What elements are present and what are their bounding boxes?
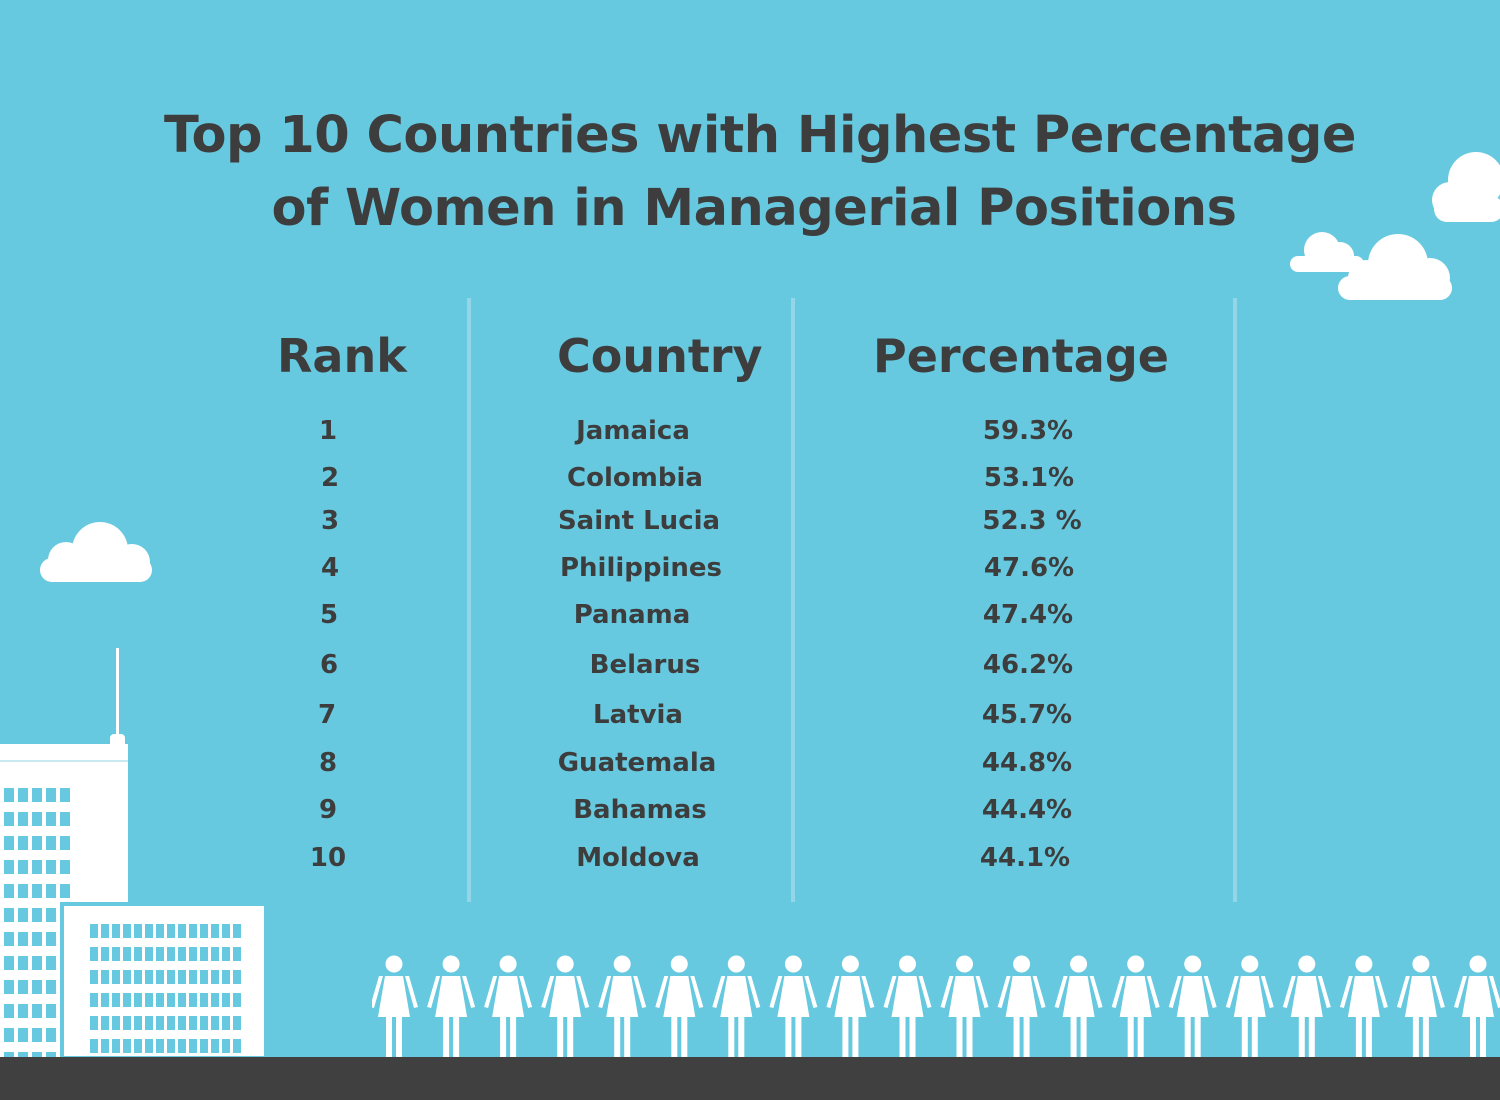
column-header-percentage: Percentage (873, 329, 1169, 383)
rank-cell: 5 (319, 600, 339, 630)
cloud-icon (1432, 152, 1500, 222)
rank-cell: 7 (317, 700, 337, 730)
woman-figure-icon (1454, 955, 1500, 1057)
woman-figure-icon (1396, 955, 1445, 1057)
woman-figure-icon (1168, 955, 1217, 1057)
percentage-cell: 45.7% (981, 700, 1073, 730)
country-cell: Jamaica (576, 416, 690, 446)
chart-title-line-1: Top 10 Countries with Highest Percentage (163, 106, 1357, 165)
cloud-icon (1290, 232, 1364, 272)
woman-figure-icon (940, 955, 989, 1057)
percentage-cell: 46.2% (982, 650, 1074, 680)
woman-figure-icon (541, 955, 590, 1057)
country-cell: Philippines (559, 553, 723, 583)
cloud-icon (40, 522, 152, 582)
woman-figure-icon (997, 955, 1046, 1057)
column-divider (467, 298, 471, 902)
country-cell: Colombia (567, 463, 703, 493)
percentage-cell: 52.3 % (982, 506, 1082, 536)
chart-title-line-2: of Women in Managerial Positions (271, 179, 1237, 238)
rank-cell: 8 (318, 748, 338, 778)
rank-cell: 3 (320, 506, 340, 536)
column-header-country: Country (557, 329, 763, 383)
rank-cell: 4 (320, 553, 340, 583)
women-figures-row (372, 955, 1500, 1057)
percentage-cell: 44.1% (979, 843, 1071, 873)
country-cell: Panama (573, 600, 691, 630)
column-divider (791, 298, 795, 902)
woman-figure-icon (712, 955, 761, 1057)
country-cell: Bahamas (573, 795, 707, 825)
woman-figure-icon (769, 955, 818, 1057)
country-cell: Latvia (593, 700, 683, 730)
percentage-cell: 44.8% (981, 748, 1073, 778)
ground (0, 1057, 1500, 1100)
column-divider (1233, 298, 1237, 902)
rank-cell: 1 (318, 416, 338, 446)
country-cell: Belarus (589, 650, 701, 680)
woman-figure-icon (372, 955, 418, 1057)
woman-figure-icon (1339, 955, 1388, 1057)
woman-figure-icon (427, 955, 476, 1057)
woman-figure-icon (883, 955, 932, 1057)
country-cell: Saint Lucia (557, 506, 721, 536)
percentage-cell: 47.6% (983, 553, 1075, 583)
woman-figure-icon (1282, 955, 1331, 1057)
woman-figure-icon (1054, 955, 1103, 1057)
percentage-cell: 53.1% (983, 463, 1075, 493)
rank-cell: 2 (320, 463, 340, 493)
woman-figure-icon (598, 955, 647, 1057)
rank-cell: 10 (309, 843, 347, 873)
percentage-cell: 44.4% (981, 795, 1073, 825)
country-cell: Guatemala (557, 748, 717, 778)
woman-figure-icon (1111, 955, 1160, 1057)
percentage-cell: 59.3% (982, 416, 1074, 446)
woman-figure-icon (826, 955, 875, 1057)
woman-figure-icon (1225, 955, 1274, 1057)
percentage-cell: 47.4% (982, 600, 1074, 630)
office-building-icon (0, 648, 268, 1060)
column-header-rank: Rank (277, 329, 407, 383)
rank-cell: 6 (319, 650, 339, 680)
rank-cell: 9 (318, 795, 338, 825)
woman-figure-icon (484, 955, 533, 1057)
woman-figure-icon (655, 955, 704, 1057)
cloud-icon (1338, 234, 1452, 300)
country-cell: Moldova (576, 843, 700, 873)
